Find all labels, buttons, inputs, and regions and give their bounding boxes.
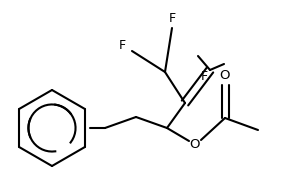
Text: F: F	[201, 70, 208, 83]
Text: O: O	[220, 68, 230, 81]
Text: O: O	[190, 139, 200, 152]
Text: F: F	[168, 12, 176, 25]
Text: F: F	[118, 39, 126, 52]
